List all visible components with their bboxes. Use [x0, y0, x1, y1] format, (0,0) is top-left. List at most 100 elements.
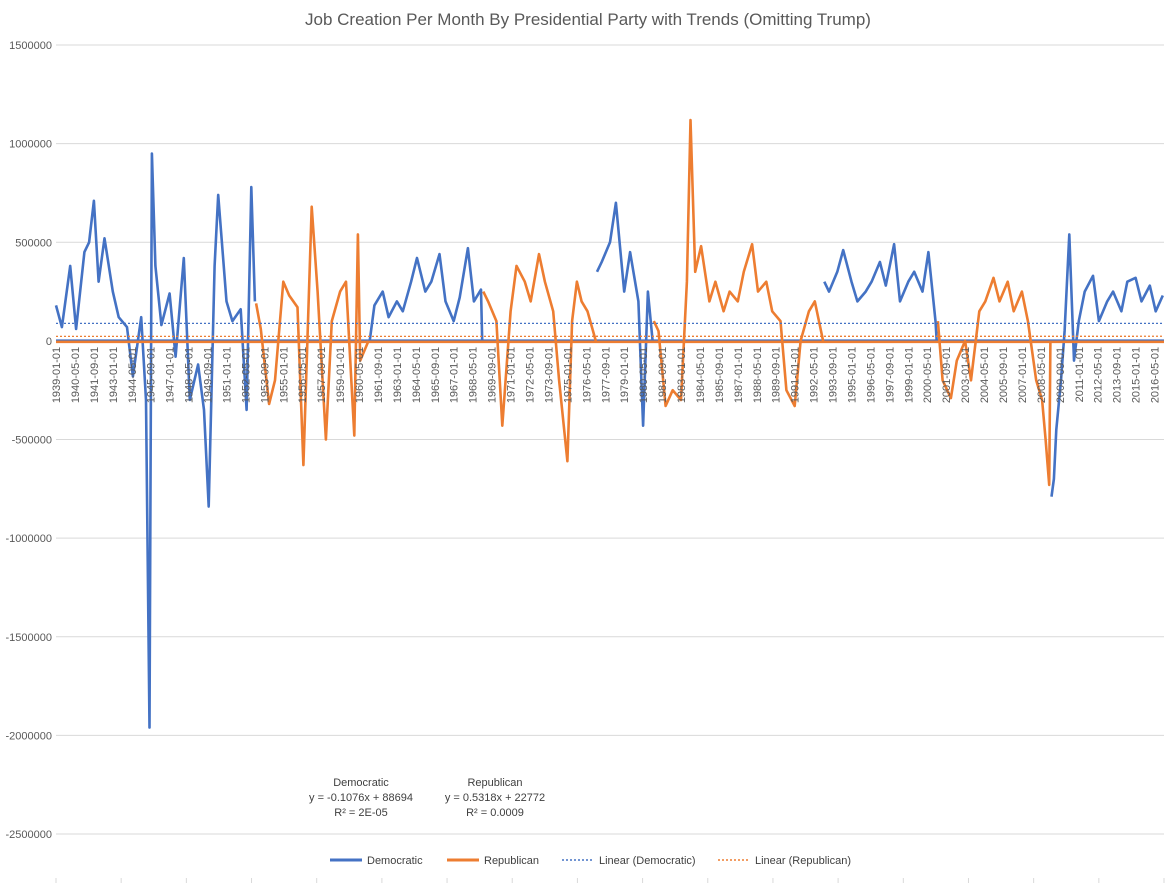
x-tick-label: 1960-05-01	[354, 347, 366, 403]
equation-republican: Republican y = 0.5318x + 22772 R² = 0.00…	[445, 777, 545, 819]
y-tick-label: -1500000	[6, 632, 53, 644]
x-tick-label: 1987-01-01	[733, 347, 745, 403]
x-tick-label: 1980-05-01	[638, 347, 650, 403]
x-tick-label: 2004-05-01	[979, 347, 991, 403]
x-tick-label: 2016-05-01	[1150, 347, 1162, 403]
x-tick-label: 1940-05-01	[70, 347, 82, 403]
republican-series-line	[254, 205, 370, 467]
equation-republican-label: Republican	[467, 777, 522, 789]
democratic-series-line	[595, 201, 654, 428]
legend-item-republican[interactable]: Republican	[447, 855, 539, 867]
legend-item-democratic[interactable]: Democratic	[330, 855, 423, 867]
x-tick-label: 1959-01-01	[335, 347, 347, 403]
republican-series-line	[652, 118, 825, 408]
x-tick-label: 1979-01-01	[619, 347, 631, 403]
y-tick-label: 1500000	[9, 40, 52, 52]
x-tick-label: 1952-05-01	[240, 347, 252, 403]
y-tick-label: -500000	[12, 435, 52, 447]
legend-label-republican: Republican	[484, 855, 539, 867]
x-tick-label: 2003-01-01	[960, 347, 972, 403]
y-tick-label: 0	[46, 336, 52, 348]
x-tick-label: 2005-09-01	[998, 347, 1010, 403]
x-tick-label: 2012-05-01	[1093, 347, 1105, 403]
x-tick-label: 1939-01-01	[51, 347, 63, 403]
democratic-series-line	[823, 242, 938, 341]
equation-democratic-formula: y = -0.1076x + 88694	[309, 792, 413, 804]
y-tick-label: -1000000	[6, 533, 53, 545]
x-tick-label: 1977-09-01	[600, 347, 612, 403]
x-tick-label: 2007-01-01	[1017, 347, 1029, 403]
x-tick-label: 2000-05-01	[922, 347, 934, 403]
x-tick-label: 1996-05-01	[865, 347, 877, 403]
trendlines	[55, 322, 1165, 338]
republican-series-line	[482, 252, 598, 463]
x-tick-label: 1943-01-01	[108, 347, 120, 403]
x-tick-label: 1944-05-01	[127, 347, 139, 403]
x-tick-label: 1953-09-01	[259, 347, 271, 403]
y-tick-label: 500000	[15, 237, 52, 249]
x-tick-label: 1951-01-01	[222, 347, 234, 403]
x-tick-label: 1993-09-01	[828, 347, 840, 403]
series-lines	[54, 118, 1164, 729]
x-tick-label: 1983-01-01	[676, 347, 688, 403]
x-tick-label: 2009-09-01	[1055, 347, 1067, 403]
democratic-series-line	[54, 152, 257, 729]
x-tick-label: 2008-05-01	[1036, 347, 1048, 403]
legend-label-linear-republican: Linear (Republican)	[755, 855, 851, 867]
x-tick-label: 1988-05-01	[752, 347, 764, 403]
x-tick-label: 1961-09-01	[373, 347, 385, 403]
legend-item-linear-republican[interactable]: Linear (Republican)	[718, 855, 851, 867]
x-tick-label: 1971-01-01	[506, 347, 518, 403]
equation-republican-formula: y = 0.5318x + 22772	[445, 792, 545, 804]
x-tick-label: 1973-09-01	[543, 347, 555, 403]
x-tick-label: 2011-01-01	[1074, 347, 1086, 402]
y-tick-label: -2000000	[6, 730, 53, 742]
x-tick-label: 1999-01-01	[903, 347, 915, 403]
x-tick-label: 1989-09-01	[771, 347, 783, 403]
x-tick-label: 1995-01-01	[847, 347, 859, 403]
legend-item-linear-democratic[interactable]: Linear (Democratic)	[562, 855, 696, 867]
equation-democratic-r2: R² = 2E-05	[334, 807, 388, 819]
gridlines	[56, 44, 1164, 835]
x-tick-label: 1956-05-01	[297, 347, 309, 403]
x-tick-label: 1948-05-01	[184, 347, 196, 403]
x-tick-label: 1969-09-01	[487, 347, 499, 403]
republican-series-line	[936, 276, 1052, 487]
x-tick-label: 1949-09-01	[203, 347, 215, 403]
x-tick-label: 1941-09-01	[89, 347, 101, 403]
x-tick-label: 1963-01-01	[392, 347, 404, 403]
equation-democratic-label: Democratic	[333, 777, 389, 789]
x-tick-label: 1985-09-01	[714, 347, 726, 403]
x-tick-label: 1992-05-01	[809, 347, 821, 403]
equation-republican-r2: R² = 0.0009	[466, 807, 524, 819]
x-tick-label: 1997-09-01	[884, 347, 896, 403]
x-tick-label: 2015-01-01	[1131, 347, 1143, 403]
x-tick-label: 1957-09-01	[316, 347, 328, 403]
x-tick-label: 1976-05-01	[581, 347, 593, 403]
chart-title: Job Creation Per Month By Presidential P…	[305, 10, 871, 29]
x-tick-label: 1972-05-01	[525, 347, 537, 403]
y-axis: 1500000 1000000 500000 0 -500000 -1000000 -150…	[6, 40, 53, 841]
legend-label-democratic: Democratic	[367, 855, 423, 867]
equation-democratic: Democratic y = -0.1076x + 88694 R² = 2E-…	[309, 777, 413, 819]
x-tick-label: 1947-01-01	[165, 347, 177, 403]
x-tick-label: 1984-05-01	[695, 347, 707, 403]
x-tick-label: 1945-09-01	[146, 347, 158, 403]
y-tick-label: -2500000	[6, 829, 53, 841]
x-tick-label: 1965-09-01	[430, 347, 442, 403]
y-tick-label: 1000000	[9, 139, 52, 151]
x-tick-label: 1964-05-01	[411, 347, 423, 403]
x-tick-label: 1968-05-01	[468, 347, 480, 403]
x-tick-label: 1981-09-01	[657, 347, 669, 403]
x-tick-label: 1955-01-01	[278, 347, 290, 403]
democratic-series-line	[368, 246, 484, 342]
x-tick-label: 1967-01-01	[449, 347, 461, 403]
democratic-series-line	[1050, 233, 1164, 497]
x-tick-label: 2013-09-01	[1112, 347, 1124, 403]
x-axis: 1939-01-01 1940-05-01 1941-09-01 1943-01-01…	[51, 347, 1165, 883]
x-tick-label: 1975-01-01	[562, 347, 574, 403]
x-tick-label: 2001-09-01	[941, 347, 953, 403]
x-tick-label: 1991-01-01	[790, 347, 802, 403]
